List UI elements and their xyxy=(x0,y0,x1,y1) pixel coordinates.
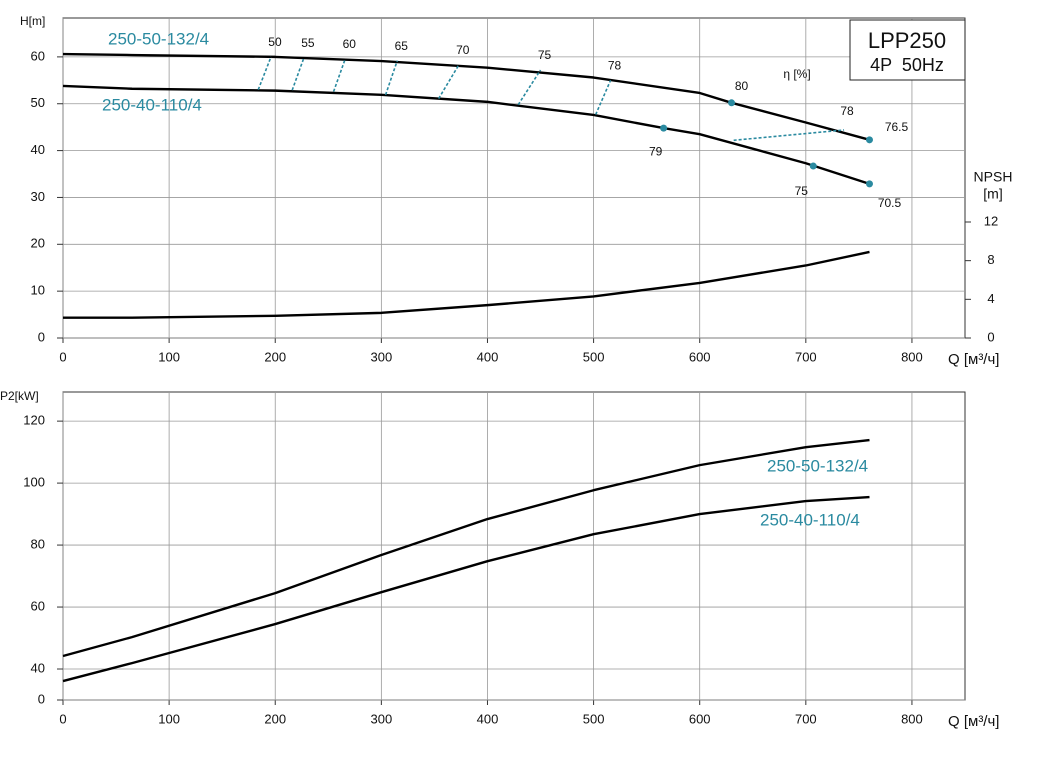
x-tick-label: 700 xyxy=(795,711,817,726)
y-axis-label: H[m] xyxy=(20,14,45,28)
x-tick-label: 100 xyxy=(158,349,180,364)
x-tick-label: 600 xyxy=(689,349,711,364)
efficiency-point xyxy=(865,136,873,144)
x-tick-label: 300 xyxy=(371,711,393,726)
efficiency-contour xyxy=(437,64,460,99)
series-line xyxy=(63,250,870,319)
title-box xyxy=(849,19,966,81)
efficiency-label: 60 xyxy=(343,37,357,51)
efficiency-label: 70 xyxy=(456,43,470,57)
efficiency-point-label: 70.5 xyxy=(878,196,902,210)
efficiency-label: 78 xyxy=(840,104,854,118)
efficiency-label: 55 xyxy=(301,36,315,50)
x-tick-label: 800 xyxy=(901,711,923,726)
x-tick-label: 500 xyxy=(583,711,605,726)
efficiency-point xyxy=(728,99,736,107)
x-tick-label: 600 xyxy=(689,711,711,726)
y-tick-label: 120 xyxy=(23,413,45,428)
x-axis-label: Q [м³/ч] xyxy=(948,351,999,368)
chart-title: LPP250 xyxy=(868,28,946,53)
y-tick-label: 30 xyxy=(31,189,45,204)
efficiency-label: 65 xyxy=(395,39,409,53)
x-axis-label: Q [м³/ч] xyxy=(948,713,999,730)
series-label: 250-50-132/4 xyxy=(767,456,868,475)
y-tick-label: 40 xyxy=(31,660,45,675)
x-tick-label: 0 xyxy=(59,711,66,726)
series-label: 250-40-110/4 xyxy=(102,95,202,114)
y-tick-label: 60 xyxy=(31,48,45,63)
efficiency-point-label: 76.5 xyxy=(885,120,909,134)
series-line xyxy=(62,438,870,658)
x-tick-label: 300 xyxy=(371,349,393,364)
y2-tick-label: 8 xyxy=(987,252,994,267)
x-tick-label: 400 xyxy=(477,711,499,726)
plot-frame xyxy=(62,17,966,339)
series-line xyxy=(62,495,870,683)
y-tick-label: 0 xyxy=(38,691,45,706)
efficiency-contour xyxy=(332,58,347,92)
efficiency-label: 75 xyxy=(538,48,552,62)
y-axis-label: P2[kW] xyxy=(0,389,39,403)
efficiency-point-label: 79 xyxy=(649,144,663,158)
x-tick-label: 200 xyxy=(264,711,286,726)
efficiency-contour xyxy=(384,60,399,96)
efficiency-contour xyxy=(733,129,845,142)
x-tick-label: 0 xyxy=(59,349,66,364)
y-tick-label: 10 xyxy=(31,283,45,298)
series-line xyxy=(62,84,870,185)
efficiency-point xyxy=(809,162,817,170)
efficiency-point xyxy=(865,180,873,188)
x-tick-label: 100 xyxy=(158,711,180,726)
efficiency-label: 50 xyxy=(268,35,282,49)
y2-axis-label: NPSH xyxy=(974,169,1013,185)
y-tick-label: 40 xyxy=(31,142,45,157)
y2-axis-label: [m] xyxy=(983,186,1002,202)
efficiency-label: 78 xyxy=(608,58,622,72)
y-tick-label: 0 xyxy=(38,329,45,344)
y-tick-label: 80 xyxy=(31,537,45,552)
x-tick-label: 400 xyxy=(477,349,499,364)
efficiency-point xyxy=(660,124,668,132)
y-tick-label: 100 xyxy=(23,475,45,490)
y2-tick-label: 4 xyxy=(987,291,994,306)
x-tick-label: 800 xyxy=(901,349,923,364)
efficiency-contour xyxy=(517,69,542,106)
x-tick-label: 700 xyxy=(795,349,817,364)
efficiency-point-label: 80 xyxy=(735,79,749,93)
plot-frame xyxy=(62,391,966,701)
y-tick-label: 60 xyxy=(31,598,45,613)
y-tick-label: 20 xyxy=(31,236,45,251)
efficiency-point-label: 75 xyxy=(795,184,809,198)
efficiency-contour xyxy=(257,56,272,90)
efficiency-contour xyxy=(594,79,612,115)
efficiency-contour xyxy=(291,57,305,91)
x-tick-label: 500 xyxy=(583,349,605,364)
series-line xyxy=(62,52,870,141)
series-label: 250-50-132/4 xyxy=(108,29,209,48)
x-tick-label: 200 xyxy=(264,349,286,364)
chart-subtitle: 4P 50Hz xyxy=(870,55,944,75)
y2-tick-label: 0 xyxy=(987,329,994,344)
series-label: 250-40-110/4 xyxy=(760,510,860,529)
y-tick-label: 50 xyxy=(31,95,45,110)
y2-tick-label: 12 xyxy=(984,213,998,228)
efficiency-axis-label: η [%] xyxy=(783,67,810,81)
